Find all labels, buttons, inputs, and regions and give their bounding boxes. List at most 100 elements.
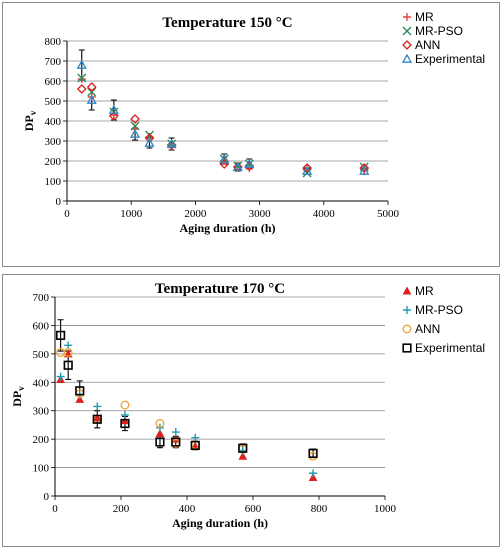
data-point	[120, 400, 130, 410]
legend-label: ANN	[415, 38, 440, 52]
data-point	[87, 87, 97, 97]
x-tick-label: 600	[245, 503, 262, 515]
legend-marker	[402, 324, 412, 334]
data-point	[302, 165, 313, 175]
data-point	[77, 73, 87, 83]
legend-entry: MR	[403, 10, 434, 24]
y-tick-label: 500	[45, 96, 62, 108]
chart-150c: 0 100 200 300 400 500 600 700 800 0 1000 2000 3000 40…	[22, 10, 485, 235]
legend-entry: Experimental	[402, 341, 485, 355]
data-point	[308, 472, 318, 482]
series-mr-pso	[56, 341, 318, 478]
data-point	[144, 133, 155, 143]
data-point	[130, 114, 140, 124]
legend-label: MR-PSO	[415, 303, 463, 317]
data-point	[171, 428, 180, 437]
legend-entry: ANN	[402, 38, 440, 52]
data-point	[166, 138, 177, 148]
legend-marker	[403, 306, 411, 314]
error-bar	[57, 319, 64, 352]
x-tick-label: 1000	[120, 208, 143, 220]
y-axis-label: DPv	[22, 110, 38, 131]
legend-marker	[403, 13, 411, 21]
data-point	[63, 347, 73, 357]
x-tick-label: 4000	[313, 208, 336, 220]
legend-marker	[401, 53, 413, 63]
data-point	[359, 163, 370, 173]
x-axis-label: Aging duration (h)	[172, 516, 268, 530]
data-point	[129, 128, 141, 138]
legend-label: Experimental	[415, 52, 485, 66]
data-point	[92, 413, 102, 422]
legend-marker	[402, 343, 412, 353]
y-tick-label: 600	[45, 76, 62, 88]
legend-marker	[402, 40, 412, 50]
data-point	[93, 402, 102, 411]
data-point	[190, 440, 200, 450]
y-tick-label: 300	[33, 406, 50, 418]
data-point	[219, 153, 230, 163]
y-tick-label: 400	[33, 377, 50, 389]
data-point	[155, 428, 165, 437]
data-point	[75, 394, 85, 403]
x-tick-label: 5000	[377, 208, 400, 220]
data-point	[232, 161, 243, 171]
series-experimental	[76, 59, 370, 175]
x-tick-label: 800	[311, 503, 328, 515]
x-axis-label: Aging duration (h)	[179, 221, 275, 235]
chart-panel-170c: 0 100 200 300 400 500 600 700 0 200 400 600 800 1000 T…	[2, 274, 500, 547]
legend-marker	[402, 26, 412, 36]
y-tick-label: 500	[33, 349, 50, 361]
data-point	[359, 165, 370, 175]
y-tick-label: 0	[44, 491, 50, 503]
data-point	[76, 84, 87, 94]
data-point	[77, 75, 86, 83]
x-tick-label: 0	[52, 503, 58, 515]
data-point	[120, 410, 129, 419]
legend-label: ANN	[415, 322, 440, 336]
y-tick-label: 600	[33, 320, 50, 332]
data-point	[86, 82, 97, 92]
x-tick-label: 3000	[249, 208, 272, 220]
y-tick-label: 100	[33, 463, 50, 475]
legend-label: MR-PSO	[415, 24, 463, 38]
legend-entry: Experimental	[401, 52, 485, 66]
data-point	[144, 137, 155, 147]
x-tick-label: 200	[113, 503, 130, 515]
data-point	[63, 360, 73, 370]
series-ann	[56, 347, 318, 461]
chart-title: Temperature 150 °C	[162, 15, 292, 31]
y-tick-label: 100	[45, 176, 62, 188]
data-point	[56, 330, 66, 340]
data-point	[130, 121, 140, 131]
chart-title: Temperature 170 °C	[155, 281, 285, 297]
legend-label: Experimental	[415, 341, 485, 355]
data-point	[56, 372, 65, 381]
data-point	[171, 437, 181, 447]
x-tick-label: 400	[179, 503, 196, 515]
data-point	[309, 469, 318, 478]
data-point	[238, 451, 248, 460]
y-axis-label: DPv	[10, 386, 26, 407]
data-point	[120, 418, 130, 429]
legend-entry: ANN	[402, 322, 440, 336]
y-tick-label: 400	[45, 116, 62, 128]
y-tick-label: 700	[33, 292, 50, 304]
data-point	[232, 162, 243, 172]
data-point	[108, 111, 119, 121]
x-tick-label: 1000	[374, 503, 397, 515]
data-point	[108, 104, 119, 114]
series-experimental	[56, 330, 318, 458]
y-tick-label: 300	[45, 136, 62, 148]
data-point	[238, 443, 248, 453]
data-point	[308, 448, 318, 458]
legend-entry: MR-PSO	[402, 24, 463, 38]
data-point	[76, 59, 87, 69]
data-point	[145, 130, 154, 140]
data-point	[302, 163, 313, 173]
x-tick-label: 0	[64, 208, 70, 220]
data-point	[86, 94, 97, 104]
data-point	[155, 419, 165, 428]
x-tick-label: 2000	[184, 208, 207, 220]
data-point	[92, 414, 102, 424]
